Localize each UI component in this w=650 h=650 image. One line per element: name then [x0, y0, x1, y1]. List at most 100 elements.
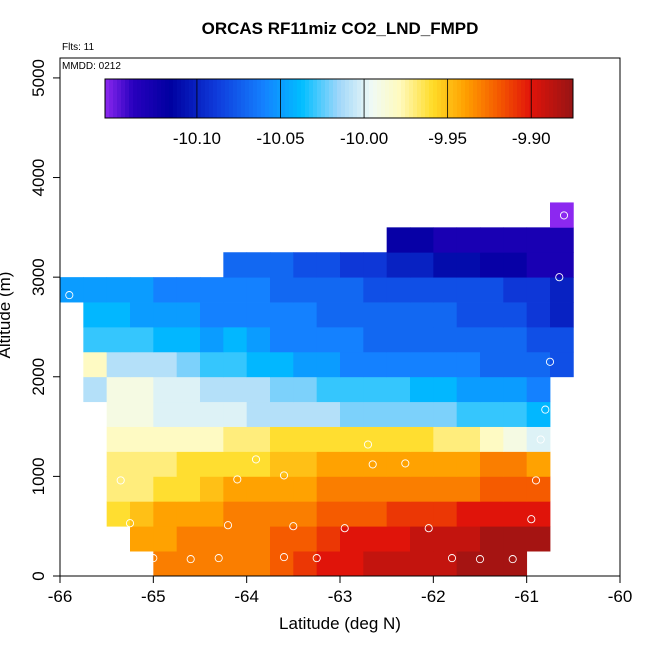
heatmap-cell [456, 426, 481, 452]
observation-marker [116, 476, 125, 485]
heatmap-cell [550, 351, 574, 378]
heatmap-cell [503, 476, 528, 502]
heatmap-cell [363, 451, 388, 477]
heatmap-cell [176, 501, 201, 527]
heatmap-cell [246, 426, 271, 452]
y-tick-label: 0 [29, 571, 48, 580]
colorbar-segment [213, 79, 218, 118]
heatmap-cell [316, 501, 341, 527]
observation-marker [531, 476, 541, 485]
colorbar-segment [285, 79, 290, 118]
heatmap-cell [456, 376, 481, 403]
heatmap-cell [550, 326, 574, 353]
heatmap-cell [550, 277, 574, 303]
heatmap-cell [130, 526, 154, 552]
heatmap-cell [410, 252, 434, 278]
heatmap-cell [363, 551, 388, 577]
colorbar-segment [433, 79, 438, 118]
flights-note: Flts: 11 [62, 42, 95, 53]
y-tick-label: 3000 [29, 258, 48, 296]
x-tick-label: -62 [421, 587, 446, 606]
heatmap-cell [480, 501, 504, 527]
heatmap-cell [410, 302, 434, 328]
colorbar-segment [201, 79, 206, 118]
heatmap-cell [480, 551, 504, 577]
heatmap-cell [410, 376, 434, 403]
observation-marker [541, 405, 550, 414]
heatmap-cell [316, 401, 341, 427]
heatmap-cell [223, 376, 248, 403]
heatmap-cell [246, 277, 271, 303]
colorbar-segment [533, 79, 538, 118]
heatmap-cell [246, 302, 271, 328]
heatmap-cell [293, 426, 318, 452]
observation-marker [545, 357, 555, 366]
heatmap-cell [386, 501, 411, 527]
heatmap-cell [153, 501, 178, 527]
heatmap-cell [176, 376, 201, 403]
heatmap-cell [223, 326, 248, 353]
heatmap-cell [503, 426, 528, 452]
heatmap-cell [526, 227, 551, 253]
heatmap-cell [200, 326, 224, 353]
colorbar-segment [193, 79, 198, 118]
heatmap-cell [200, 376, 224, 403]
colorbar-segment [369, 79, 374, 118]
x-axis: -66 -65 -64 -63 -62 -61 -60 [48, 576, 632, 606]
heatmap-cell [340, 277, 364, 303]
heatmap-cell [130, 501, 154, 527]
colorbar-segment [129, 79, 134, 118]
heatmap-cell [410, 277, 434, 303]
heatmap-cell [106, 451, 131, 477]
colorbar-segment [289, 79, 294, 118]
heatmap-cell [176, 351, 201, 378]
heatmap-cell [176, 426, 201, 452]
heatmap-cell [503, 326, 528, 353]
colorbar-segment [177, 79, 182, 118]
heatmap-cell [526, 476, 551, 502]
colorbar-segment [405, 79, 410, 118]
heatmap-cell [293, 302, 318, 328]
y-axis-label: Altitude (m) [0, 271, 14, 359]
colorbar-segment [249, 79, 254, 118]
heatmap-cell [526, 302, 551, 328]
heatmap-cell [363, 401, 388, 427]
heatmap-cell [223, 551, 248, 577]
y-tick-label: 1000 [29, 457, 48, 495]
colorbar-segment [121, 79, 126, 118]
colorbar-segment [261, 79, 266, 118]
heatmap-cell [246, 526, 271, 552]
observation-markers [65, 211, 569, 564]
heatmap-cell [433, 376, 458, 403]
heatmap-cell [503, 227, 528, 253]
observation-marker [555, 273, 564, 282]
heatmap-cell [200, 401, 224, 427]
heatmap-cell [60, 277, 84, 303]
heatmap-cell [176, 326, 201, 353]
heatmap-cell [153, 302, 178, 328]
colorbar-segment [541, 79, 546, 118]
heatmap-cell [223, 451, 248, 477]
colorbar-segment [361, 79, 366, 118]
heatmap-cell [456, 451, 481, 477]
heatmap-cell [270, 501, 294, 527]
colorbar-segment [149, 79, 154, 118]
heatmap-cell [410, 526, 434, 552]
colorbar-segment [305, 79, 310, 118]
colorbar-segment [293, 79, 298, 118]
heatmap-cell [270, 277, 294, 303]
colorbar-segment [257, 79, 262, 118]
observation-marker [251, 455, 261, 464]
colorbar-segment [221, 79, 226, 118]
observation-marker [508, 555, 517, 564]
heatmap-cell [363, 252, 388, 278]
colorbar-segment [377, 79, 382, 118]
heatmap-cells [60, 202, 574, 577]
heatmap-cell [130, 401, 154, 427]
heatmap-cell [270, 376, 294, 403]
observation-marker [340, 524, 349, 533]
colorbar-segment [113, 79, 118, 118]
heatmap-cell [130, 476, 154, 502]
colorbar-segment [457, 79, 462, 118]
heatmap-cell [386, 551, 411, 577]
